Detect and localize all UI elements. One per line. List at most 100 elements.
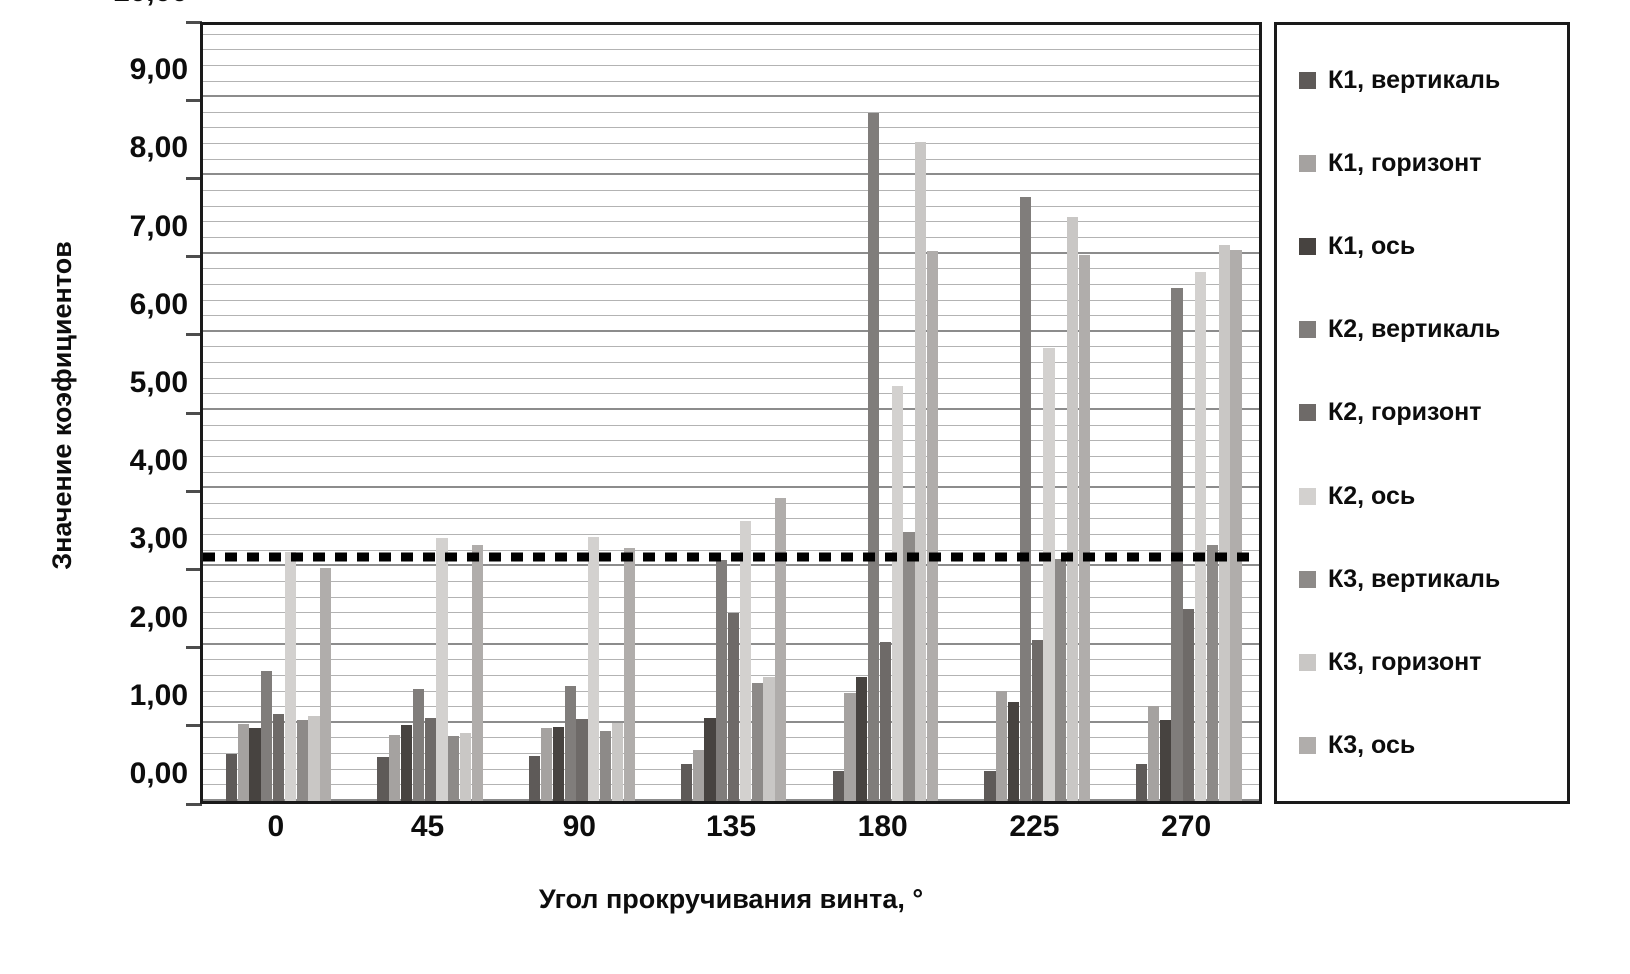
bar[interactable] <box>1230 250 1242 801</box>
bar[interactable] <box>1206 545 1219 801</box>
bar[interactable] <box>879 642 891 801</box>
bar[interactable] <box>775 497 787 801</box>
bar[interactable] <box>552 726 564 801</box>
bar[interactable] <box>320 567 332 801</box>
bar[interactable] <box>1007 701 1020 801</box>
bar[interactable] <box>576 718 588 801</box>
bar-group <box>984 25 1090 801</box>
bar[interactable] <box>1183 609 1195 801</box>
gridline-minor <box>203 440 1259 442</box>
bar[interactable] <box>237 724 249 801</box>
legend-item[interactable]: К1, горизонт <box>1299 149 1567 178</box>
bar[interactable] <box>704 718 716 801</box>
gridline-minor <box>203 33 1259 35</box>
legend-item[interactable]: К3, ось <box>1299 731 1567 760</box>
gridline-minor <box>203 64 1259 66</box>
bar[interactable] <box>401 725 413 801</box>
legend-item[interactable]: К3, вертикаль <box>1299 565 1567 594</box>
bar[interactable] <box>1055 558 1067 801</box>
gridline-minor <box>203 596 1259 598</box>
x-axis-tick-label: 90 <box>562 810 596 843</box>
gridline-minor <box>203 143 1259 145</box>
bar[interactable] <box>377 757 389 801</box>
bar[interactable] <box>412 689 425 801</box>
legend-item[interactable]: К3, горизонт <box>1299 648 1567 677</box>
bar[interactable] <box>1078 255 1090 801</box>
bar[interactable] <box>984 771 996 801</box>
bar[interactable] <box>915 141 927 801</box>
bar[interactable] <box>448 736 460 801</box>
bar[interactable] <box>249 727 261 801</box>
y-axis-tick-label: 2,00 <box>129 600 188 634</box>
bar[interactable] <box>692 750 704 801</box>
bar[interactable] <box>739 521 752 801</box>
y-axis-title-text: Значение коэфициентов <box>46 240 77 570</box>
bar[interactable] <box>564 686 576 801</box>
gridline-minor <box>203 455 1259 457</box>
y-axis-tick-labels: 0,00 1,00 2,00 3,00 4,00 5,00 6,00 7,00 8,00 9,00… <box>92 0 188 804</box>
bar-group <box>529 25 635 801</box>
bar[interactable] <box>389 735 401 801</box>
bar[interactable] <box>751 682 763 801</box>
gridline-minor <box>203 221 1259 223</box>
bar[interactable] <box>296 720 308 801</box>
bar[interactable] <box>225 754 237 801</box>
legend-item[interactable]: К2, горизонт <box>1299 398 1567 427</box>
bar[interactable] <box>1066 216 1079 801</box>
bar[interactable] <box>284 551 296 801</box>
bar[interactable] <box>308 715 320 801</box>
legend-item-label: К1, ось <box>1328 232 1416 261</box>
bar[interactable] <box>1171 288 1183 801</box>
bar[interactable] <box>1031 639 1043 801</box>
bar[interactable] <box>996 690 1008 801</box>
bar[interactable] <box>1218 245 1230 801</box>
gridline-minor <box>203 612 1259 614</box>
legend-item[interactable]: К2, вертикаль <box>1299 315 1567 344</box>
bar[interactable] <box>611 722 623 801</box>
bar[interactable] <box>728 613 740 801</box>
bar[interactable] <box>623 547 635 801</box>
gridline-minor <box>203 549 1259 551</box>
bar[interactable] <box>471 545 484 801</box>
y-axis-tick-label: 3,00 <box>129 522 188 556</box>
x-axis-tick-label: 270 <box>1161 810 1212 843</box>
bar[interactable] <box>868 112 880 801</box>
legend-item[interactable]: К1, вертикаль <box>1299 66 1567 95</box>
bar[interactable] <box>529 755 541 801</box>
bar[interactable] <box>1043 348 1055 801</box>
gridline-major <box>203 173 1259 176</box>
y-axis-tick-mark <box>186 802 202 806</box>
bar[interactable] <box>891 385 903 801</box>
bar[interactable] <box>588 536 600 801</box>
gridline-minor <box>203 205 1259 207</box>
bar[interactable] <box>1147 705 1160 801</box>
bar[interactable] <box>903 532 915 801</box>
bar[interactable] <box>1136 764 1148 801</box>
legend-item-label: К1, вертикаль <box>1328 66 1501 95</box>
bar[interactable] <box>272 714 285 801</box>
bar[interactable] <box>1019 197 1031 801</box>
bar[interactable] <box>436 538 448 801</box>
bar[interactable] <box>680 764 693 801</box>
gridline-major <box>203 95 1259 98</box>
bar[interactable] <box>763 676 775 801</box>
gridline-major <box>203 251 1259 254</box>
bar[interactable] <box>540 728 553 801</box>
legend-item[interactable]: К2, ось <box>1299 482 1567 511</box>
y-axis-tick-mark <box>186 724 202 728</box>
bar[interactable] <box>1195 271 1207 801</box>
y-axis-tick-mark <box>186 20 202 24</box>
bar[interactable] <box>261 671 273 801</box>
bar[interactable] <box>460 732 472 801</box>
bar[interactable] <box>599 730 612 801</box>
bar[interactable] <box>1159 719 1171 801</box>
bar[interactable] <box>844 693 856 801</box>
bar[interactable] <box>424 718 436 801</box>
legend-item[interactable]: К1, ось <box>1299 232 1567 261</box>
bar[interactable] <box>927 251 939 801</box>
bar[interactable] <box>856 677 868 801</box>
gridline-minor <box>203 581 1259 583</box>
bar[interactable] <box>832 771 844 801</box>
bar[interactable] <box>716 560 728 801</box>
y-axis-tick-label: 9,00 <box>129 53 188 87</box>
